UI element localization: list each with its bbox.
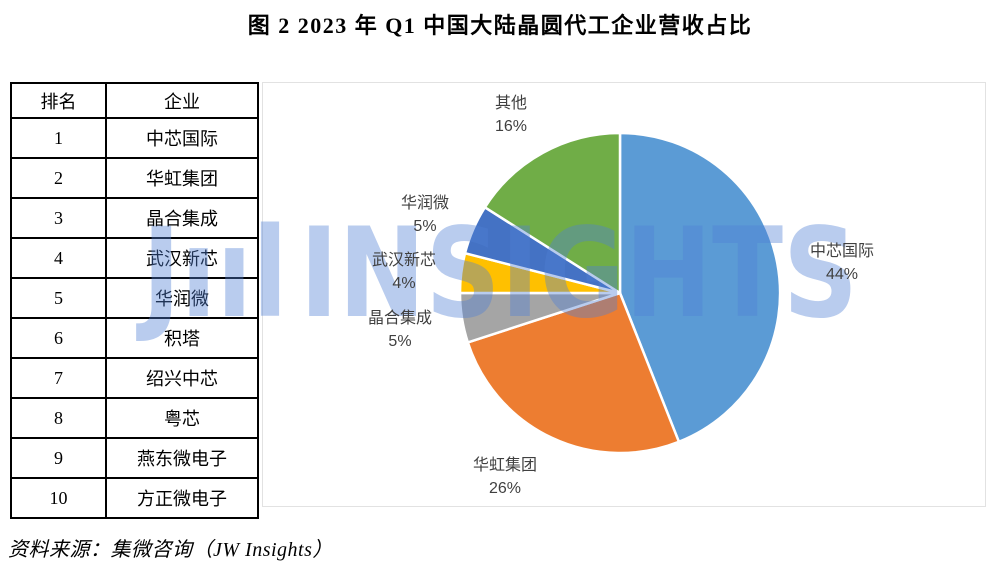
rank-cell: 6 <box>10 317 107 359</box>
company-column-header: 企业 <box>105 82 259 119</box>
rank-cell: 10 <box>10 477 107 519</box>
pie-label-value: 5% <box>413 218 437 235</box>
pie-label-name: 华虹集团 <box>472 457 538 474</box>
table-row: 10 方正微电子 <box>10 477 259 519</box>
company-cell: 武汉新芯 <box>105 237 259 279</box>
pie-label-name: 华润微 <box>400 195 450 212</box>
pie-label-name: 武汉新芯 <box>371 252 437 269</box>
company-cell: 晶合集成 <box>105 197 259 239</box>
pie-label-value: 4% <box>392 275 416 292</box>
company-cell: 粤芯 <box>105 397 259 439</box>
pie-label-华润微: 华润微 5% <box>401 192 449 238</box>
ranking-table-body: 1 中芯国际 2 华虹集团 3 晶合集成 4 武汉新芯 5 华润微 6 积塔 7 绍兴中芯 8 粤芯 9 燕东微电… <box>10 117 259 519</box>
rank-cell: 3 <box>10 197 107 239</box>
pie-slice-中芯国际 <box>618 131 782 444</box>
rank-cell: 1 <box>10 117 107 159</box>
pie-label-name: 晶合集成 <box>367 310 433 327</box>
pie-label-其他: 其他 16% <box>495 92 527 138</box>
figure-title: 图 2 2023 年 Q1 中国大陆晶圆代工企业营收占比 <box>247 13 753 38</box>
pie-slice-华虹集团 <box>466 291 681 455</box>
company-cell: 积塔 <box>105 317 259 359</box>
rank-cell: 4 <box>10 237 107 279</box>
pie-label-value: 44% <box>825 266 859 283</box>
source-note: 资料来源：集微咨询（JW Insights） <box>8 539 333 561</box>
company-cell: 华虹集团 <box>105 157 259 199</box>
table-row: 3 晶合集成 <box>10 197 259 239</box>
rank-cell: 9 <box>10 437 107 479</box>
pie-slice-其他 <box>483 131 622 295</box>
rank-column-header: 排名 <box>10 82 107 119</box>
pie-label-value: 26% <box>488 480 522 497</box>
rank-cell: 7 <box>10 357 107 399</box>
rank-cell: 8 <box>10 397 107 439</box>
table-row: 9 燕东微电子 <box>10 437 259 479</box>
pie-label-name: 中芯国际 <box>809 243 875 260</box>
pie-label-中芯国际: 中芯国际 44% <box>810 240 874 286</box>
rank-cell: 5 <box>10 277 107 319</box>
company-cell: 方正微电子 <box>105 477 259 519</box>
rank-cell: 2 <box>10 157 107 199</box>
pie-label-武汉新芯: 武汉新芯 4% <box>372 249 436 295</box>
company-cell: 中芯国际 <box>105 117 259 159</box>
pie-label-value: 5% <box>388 333 412 350</box>
table-row: 8 粤芯 <box>10 397 259 439</box>
pie-label-name: 其他 <box>494 95 527 112</box>
table-row: 2 华虹集团 <box>10 157 259 199</box>
pie-label-晶合集成: 晶合集成 5% <box>368 307 432 353</box>
ranking-table: 排名 企业 1 中芯国际 2 华虹集团 3 晶合集成 4 武汉新芯 5 华润微 6 积塔 7 绍兴中芯 8 粤… <box>10 82 259 519</box>
table-row: 6 积塔 <box>10 317 259 359</box>
table-row: 7 绍兴中芯 <box>10 357 259 399</box>
pie-label-value: 16% <box>494 118 528 135</box>
company-cell: 绍兴中芯 <box>105 357 259 399</box>
table-header-row: 排名 企业 <box>10 82 259 119</box>
pie-label-华虹集团: 华虹集团 26% <box>473 454 537 500</box>
table-row: 5 华润微 <box>10 277 259 319</box>
company-cell: 华润微 <box>105 277 259 319</box>
table-row: 1 中芯国际 <box>10 117 259 159</box>
table-row: 4 武汉新芯 <box>10 237 259 279</box>
company-cell: 燕东微电子 <box>105 437 259 479</box>
